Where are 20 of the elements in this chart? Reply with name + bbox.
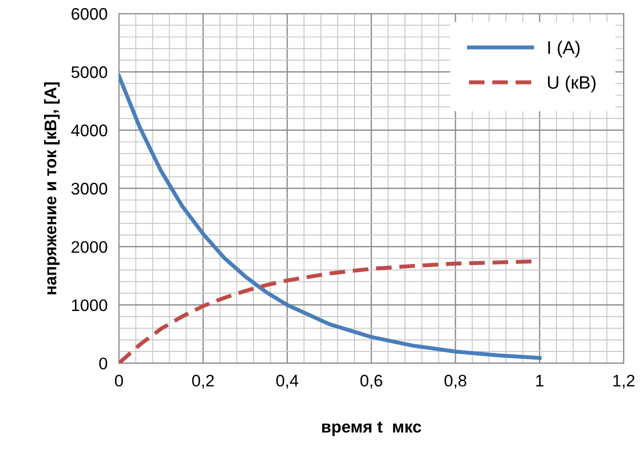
x-tick-label: 0 bbox=[114, 374, 123, 387]
y-tick-label: 6000 bbox=[72, 8, 108, 20]
line-series bbox=[118, 259, 542, 364]
y-axis-title: напряжение и ток [кВ], [А] bbox=[44, 82, 60, 294]
x-tick-label: 0,6 bbox=[360, 374, 382, 389]
x-axis-title: время t мкс bbox=[322, 422, 422, 436]
y-tick-label: 2000 bbox=[72, 241, 108, 253]
x-tick-label: 0,4 bbox=[276, 374, 298, 389]
legend-label: I (A) bbox=[548, 40, 580, 58]
legend-label: U (кВ) bbox=[548, 76, 596, 92]
x-tick-label: 1,2 bbox=[613, 374, 634, 389]
y-tick-label: 3000 bbox=[71, 182, 108, 195]
y-tick-label: 1000 bbox=[72, 299, 108, 312]
x-tick-label: 0,8 bbox=[444, 374, 466, 389]
line-series bbox=[118, 74, 542, 360]
x-tick-label: 0,2 bbox=[192, 374, 214, 389]
y-tick-label: 5000 bbox=[71, 66, 108, 78]
y-tick-label: 4000 bbox=[71, 124, 108, 136]
x-tick-label: 1 bbox=[536, 374, 544, 386]
y-tick-label: 0 bbox=[99, 358, 108, 370]
